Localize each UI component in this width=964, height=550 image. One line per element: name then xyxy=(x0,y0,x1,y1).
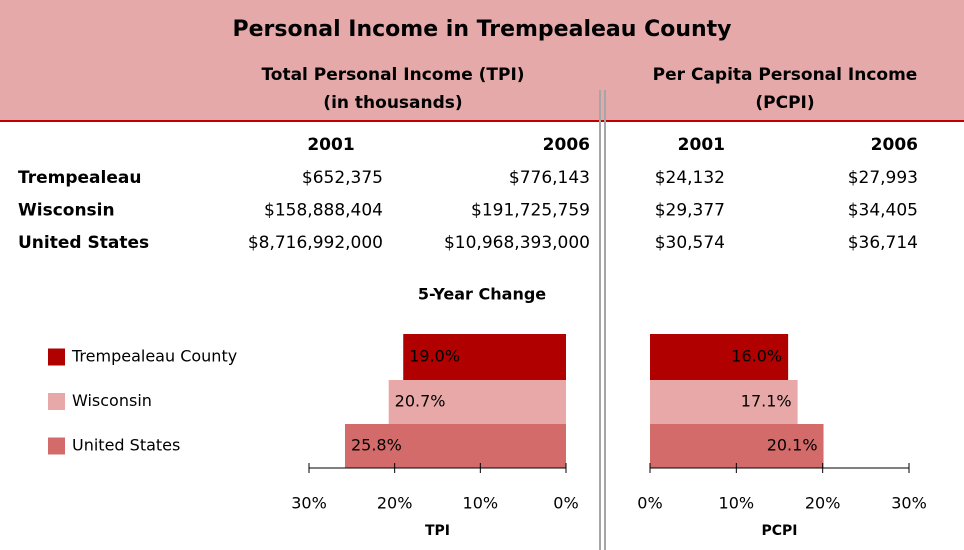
x-tick-label: 10% xyxy=(463,494,499,513)
legend-label: United States xyxy=(72,436,180,455)
x-tick-label: 10% xyxy=(719,494,755,513)
section-title: 5-Year Change xyxy=(418,285,546,304)
year-header: 2006 xyxy=(543,135,590,155)
bar xyxy=(650,380,798,424)
cell: $36,714 xyxy=(848,233,918,253)
column-header: Per Capita Personal Income xyxy=(653,65,918,85)
legend-swatch xyxy=(48,437,65,455)
cell: $24,132 xyxy=(655,168,725,188)
year-header: 2001 xyxy=(307,135,354,155)
bar xyxy=(388,380,566,424)
x-tick-label: 30% xyxy=(291,494,327,513)
x-tick-label: 20% xyxy=(805,494,841,513)
bar xyxy=(650,334,789,380)
data-label: 16.0% xyxy=(731,347,782,366)
cell: $8,716,992,000 xyxy=(248,233,383,253)
cell: $776,143 xyxy=(509,168,590,188)
row-label: Trempealeau xyxy=(18,168,141,188)
x-axis-label: TPI xyxy=(425,523,450,539)
x-tick-label: 20% xyxy=(377,494,413,513)
bar xyxy=(344,424,566,468)
header-band xyxy=(0,0,964,121)
column-header: Total Personal Income (TPI) xyxy=(261,65,524,85)
row-label: United States xyxy=(18,233,149,253)
column-subheader: (in thousands) xyxy=(323,93,462,113)
cell: $34,405 xyxy=(848,201,918,221)
data-label: 17.1% xyxy=(741,392,792,411)
data-label: 19.0% xyxy=(409,347,460,366)
cell: $652,375 xyxy=(302,168,383,188)
x-tick-label: 30% xyxy=(891,494,927,513)
data-label: 20.7% xyxy=(395,392,446,411)
cell: $191,725,759 xyxy=(471,201,590,221)
legend-label: Wisconsin xyxy=(72,391,152,410)
title: Personal Income in Trempealeau County xyxy=(232,17,731,42)
cell: $27,993 xyxy=(848,168,918,188)
x-tick-label: 0% xyxy=(553,494,578,513)
legend-swatch xyxy=(48,393,65,410)
cell: $30,574 xyxy=(655,233,725,253)
data-label: 25.8% xyxy=(351,436,402,455)
x-tick-label: 0% xyxy=(637,494,662,513)
cell: $10,968,393,000 xyxy=(444,233,590,253)
bar xyxy=(650,424,824,468)
legend-swatch xyxy=(48,348,65,366)
legend-label: Trempealeau County xyxy=(71,347,237,366)
year-header: 2001 xyxy=(678,135,725,155)
column-subheader: (PCPI) xyxy=(755,93,814,113)
year-header: 2006 xyxy=(871,135,918,155)
bar xyxy=(403,334,566,380)
cell: $29,377 xyxy=(655,201,725,221)
cell: $158,888,404 xyxy=(264,201,383,221)
row-label: Wisconsin xyxy=(18,201,115,221)
x-axis-label: PCPI xyxy=(761,523,797,539)
data-label: 20.1% xyxy=(767,436,818,455)
